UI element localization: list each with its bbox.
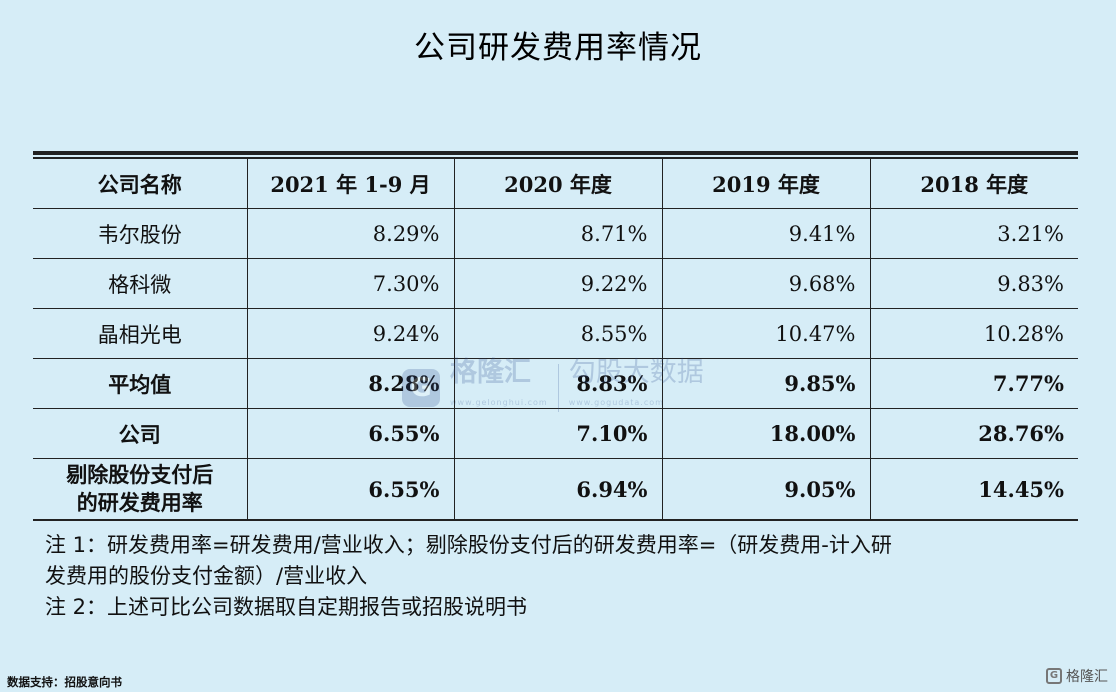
note-2: 注 2：上述可比公司数据取自定期报告或招股说明书 [45, 595, 528, 619]
cell-value: 8.29% [246, 208, 455, 259]
data-source: 数据支持：招股意向书 [7, 675, 122, 689]
row-name: 公司 [33, 408, 248, 459]
table-row-excl-sbc: 剔除股份支付后 的研发费用率 6.55% 6.94% 9.05% 14.45% [33, 458, 1078, 521]
row-name: 格科微 [33, 258, 248, 309]
cell-value: 7.77% [869, 358, 1078, 409]
table-row-company: 公司 6.55% 7.10% 18.00% 28.76% [33, 408, 1078, 459]
cell-value: 6.55% [246, 458, 455, 521]
cell-value: 9.22% [453, 258, 663, 309]
row-name: 剔除股份支付后 的研发费用率 [33, 458, 248, 521]
cell-value: 7.10% [453, 408, 663, 459]
table-row-average: 平均值 8.28% 8.83% 9.85% 7.77% [33, 358, 1078, 409]
cell-value: 8.28% [246, 358, 455, 409]
table-row: 韦尔股份 8.29% 8.71% 9.41% 3.21% [33, 208, 1078, 259]
header-2019: 2019 年度 [661, 158, 871, 209]
cell-value: 9.41% [661, 208, 871, 259]
row-name: 晶相光电 [33, 308, 248, 359]
cell-value: 8.55% [453, 308, 663, 359]
cell-value: 6.94% [453, 458, 663, 521]
cell-value: 8.71% [453, 208, 663, 259]
table-top-rule [33, 151, 1078, 155]
header-company-name: 公司名称 [33, 158, 248, 209]
cell-value: 28.76% [869, 408, 1078, 459]
row-name-line2: 的研发费用率 [76, 491, 203, 515]
table-row: 晶相光电 9.24% 8.55% 10.47% 10.28% [33, 308, 1078, 359]
cell-value: 10.47% [661, 308, 871, 359]
row-name-line1: 剔除股份支付后 [66, 463, 214, 487]
cell-value: 7.30% [246, 258, 455, 309]
header-2021-q1-q3: 2021 年 1-9 月 [246, 158, 455, 209]
table-notes: 注 1：研发费用率=研发费用/营业收入；剔除股份支付后的研发费用率=（研发费用-… [45, 530, 1085, 623]
header-2018: 2018 年度 [869, 158, 1078, 209]
header-2020: 2020 年度 [453, 158, 663, 209]
cell-value: 6.55% [246, 408, 455, 459]
table-top-rule-thin [33, 157, 1078, 158]
cell-value: 9.05% [661, 458, 871, 521]
corner-brand-name: 格隆汇 [1066, 669, 1108, 685]
row-name: 韦尔股份 [33, 208, 248, 259]
gelonghui-logo-icon: G [1046, 668, 1062, 684]
cell-value: 10.28% [869, 308, 1078, 359]
cell-value: 9.85% [661, 358, 871, 409]
page-title: 公司研发费用率情况 [414, 30, 702, 66]
cell-value: 18.00% [661, 408, 871, 459]
cell-value: 9.24% [246, 308, 455, 359]
cell-value: 9.68% [661, 258, 871, 309]
cell-value: 14.45% [869, 458, 1078, 521]
corner-brand: G 格隆汇 [1046, 666, 1108, 686]
cell-value: 3.21% [869, 208, 1078, 259]
rd-expense-ratio-table: 公司名称 2021 年 1-9 月 2020 年度 2019 年度 2018 年… [33, 158, 1078, 521]
note-1-line2: 发费用的股份支付金额）/营业收入 [45, 564, 368, 588]
note-1-line1: 注 1：研发费用率=研发费用/营业收入；剔除股份支付后的研发费用率=（研发费用-… [45, 533, 892, 557]
cell-value: 9.83% [869, 258, 1078, 309]
row-name: 平均值 [33, 358, 248, 409]
cell-value: 8.83% [453, 358, 663, 409]
table-row: 格科微 7.30% 9.22% 9.68% 9.83% [33, 258, 1078, 309]
table-header-row: 公司名称 2021 年 1-9 月 2020 年度 2019 年度 2018 年… [33, 158, 1078, 209]
